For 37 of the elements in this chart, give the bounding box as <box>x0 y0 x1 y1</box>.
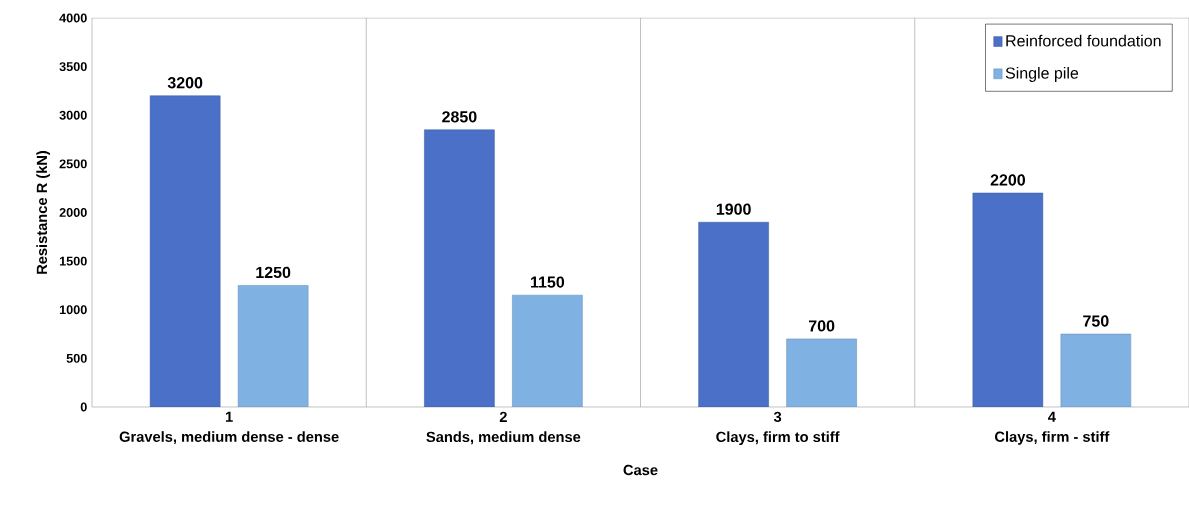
y-tick-label: 4000 <box>59 13 87 23</box>
x-tick-label: 4 <box>1048 411 1056 422</box>
data-label: 750 <box>1083 315 1109 327</box>
x-tick-label: 2 <box>499 411 507 422</box>
data-label: 1150 <box>531 276 565 288</box>
y-tick-label: 3500 <box>59 62 87 72</box>
bar <box>512 294 583 407</box>
y-tick-label: 1000 <box>59 305 87 315</box>
y-tick-label: 2500 <box>59 159 87 169</box>
bar <box>1060 333 1132 407</box>
data-label: 1900 <box>716 203 751 215</box>
data-label: 2200 <box>990 174 1025 186</box>
data-label: 1250 <box>256 266 291 279</box>
bar <box>237 285 309 407</box>
bar <box>972 192 1044 407</box>
text: Sands, medium dense <box>426 431 581 445</box>
bar <box>786 338 857 407</box>
data-label: 700 <box>808 320 835 332</box>
data-label: 3200 <box>167 77 203 89</box>
data-label: 2850 <box>442 111 477 123</box>
x-axis-title: Case <box>623 464 658 476</box>
bar <box>424 129 495 407</box>
text: Clays, firm to stiff <box>716 431 840 445</box>
bar <box>149 95 221 407</box>
bar <box>698 221 769 407</box>
y-tick-label: 0 <box>80 402 87 412</box>
y-tick-label: 500 <box>66 353 87 363</box>
x-tick-label: 1 <box>225 411 233 422</box>
y-tick-label: 3000 <box>59 110 87 120</box>
x-tick-label: 3 <box>773 411 782 423</box>
text: Gravels, medium dense - dense <box>119 431 339 445</box>
y-axis-title: Resistance R (kN) <box>36 150 50 274</box>
text: Clays, firm - stiff <box>995 431 1110 445</box>
legend-label: Single pile <box>1005 67 1079 82</box>
y-tick-label: 2000 <box>59 208 87 217</box>
legend-label: Reinforced foundation <box>1006 34 1161 47</box>
y-tick-label: 1500 <box>59 256 87 266</box>
